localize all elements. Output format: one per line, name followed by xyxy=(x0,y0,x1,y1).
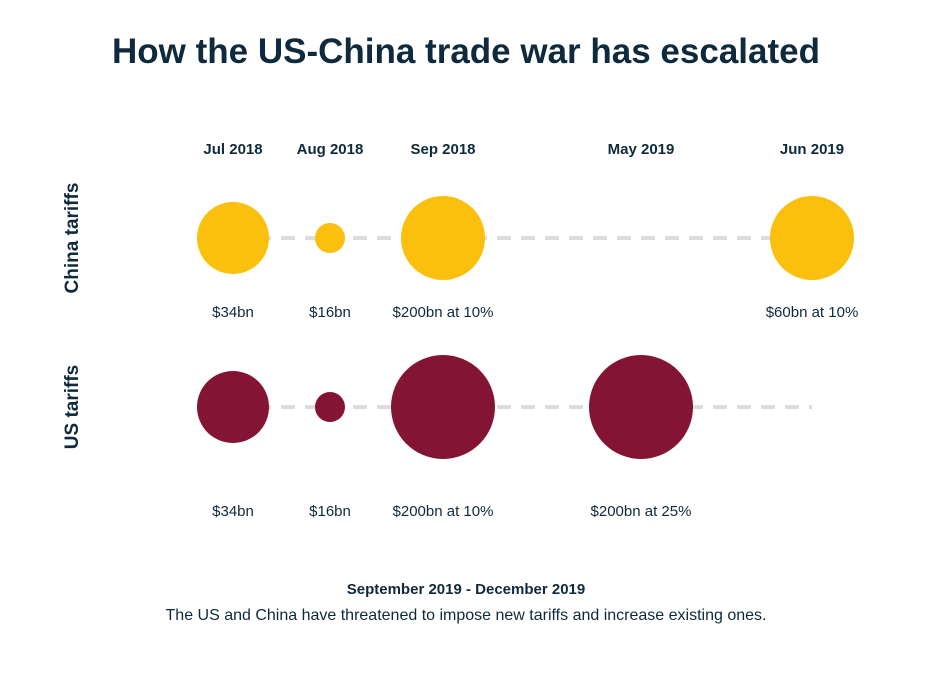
row-labels: China tariffs US tariffs xyxy=(62,183,83,450)
connectors xyxy=(233,236,812,409)
value-label: $34bn xyxy=(212,503,254,520)
bubble xyxy=(315,392,345,422)
chart-title: How the US-China trade war has escalated xyxy=(112,32,820,71)
value-label: $200bn at 25% xyxy=(591,503,692,520)
date-label: Jul 2018 xyxy=(203,141,262,158)
bubble xyxy=(770,196,854,280)
date-label: Jun 2019 xyxy=(780,141,844,158)
value-label: $16bn xyxy=(309,304,351,321)
bubble xyxy=(315,223,345,253)
bubble xyxy=(391,355,495,459)
value-labels: $34bn $16bn $200bn at 10% $60bn at 10% $34bn… xyxy=(212,304,858,520)
footnote-title: September 2019 - December 2019 xyxy=(347,581,585,598)
date-label: Sep 2018 xyxy=(410,141,475,158)
value-label: $34bn xyxy=(212,304,254,321)
value-label: $200bn at 10% xyxy=(393,503,494,520)
bubbles xyxy=(197,196,854,459)
bubble xyxy=(589,355,693,459)
row-label: China tariffs xyxy=(62,183,83,294)
footnote-text: The US and China have threatened to impo… xyxy=(166,607,767,624)
date-label: Aug 2018 xyxy=(297,141,364,158)
value-label: $200bn at 10% xyxy=(393,304,494,321)
bubble xyxy=(401,196,485,280)
bubble xyxy=(197,371,269,443)
row-label: US tariffs xyxy=(62,365,83,449)
bubble xyxy=(197,202,269,274)
date-label: May 2019 xyxy=(608,141,675,158)
date-axis: Jul 2018 Aug 2018 Sep 2018 May 2019 Jun 2019 xyxy=(203,141,844,158)
value-label: $60bn at 10% xyxy=(766,304,859,321)
value-label: $16bn xyxy=(309,503,351,520)
